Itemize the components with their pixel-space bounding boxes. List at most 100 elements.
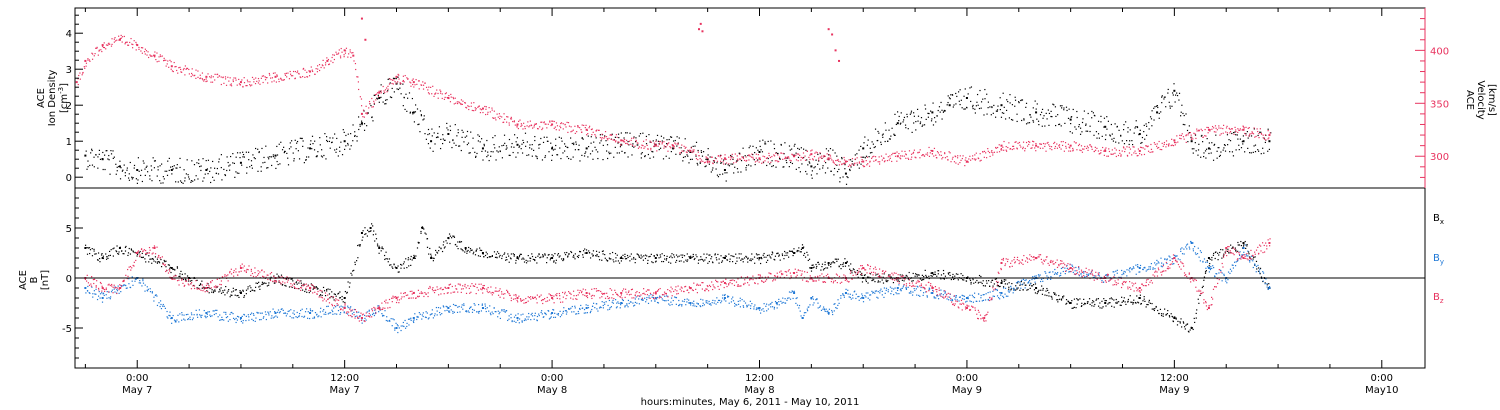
- density-sample: [1083, 110, 1085, 112]
- bx-sample: [376, 245, 379, 247]
- velocity-sample: [839, 161, 841, 163]
- bx-sample: [651, 261, 653, 263]
- by-sample: [270, 317, 272, 319]
- velocity-sample: [730, 155, 732, 158]
- velocity-sample: [488, 107, 490, 109]
- velocity-sample: [700, 159, 703, 161]
- velocity-point: [654, 144, 657, 147]
- velocity-sample: [412, 83, 414, 86]
- by-sample: [368, 310, 370, 312]
- density-sample: [1158, 117, 1160, 119]
- density-sample: [769, 163, 771, 165]
- bx-sample: [393, 263, 395, 265]
- velocity-sample: [1237, 128, 1239, 130]
- velocity-sample: [301, 75, 304, 78]
- bx-sample: [186, 275, 189, 277]
- bx-sample: [391, 266, 393, 268]
- bx-sample: [1099, 307, 1101, 309]
- bx-sample: [436, 251, 438, 253]
- density-sample: [159, 165, 161, 167]
- bx-sample: [828, 264, 830, 266]
- density-sample: [924, 108, 927, 110]
- velocity-sample: [671, 144, 674, 146]
- density-sample: [645, 135, 648, 138]
- velocity-sample: [308, 70, 310, 72]
- density-sample: [747, 164, 750, 166]
- velocity-sample: [380, 92, 382, 94]
- by-sample: [381, 313, 383, 315]
- bx-sample: [1058, 298, 1061, 300]
- velocity-sample: [145, 50, 148, 52]
- velocity-sample: [165, 59, 167, 61]
- density-sample: [493, 143, 495, 146]
- bx-sample: [553, 261, 555, 263]
- by-sample: [418, 312, 420, 314]
- density-sample: [242, 151, 244, 153]
- bx-sample: [496, 256, 498, 258]
- density-sample: [462, 131, 464, 133]
- bx-sample: [242, 289, 244, 291]
- density-sample: [1257, 149, 1259, 151]
- velocity-sample: [393, 79, 395, 81]
- by-sample: [480, 310, 483, 312]
- velocity-sample: [151, 55, 153, 57]
- velocity-sample: [210, 77, 212, 79]
- density-sample: [608, 153, 611, 155]
- by-sample: [635, 296, 637, 298]
- bx-sample: [424, 232, 426, 234]
- density-sample: [627, 141, 629, 143]
- by-sample: [187, 313, 189, 316]
- velocity-sample: [1255, 135, 1257, 138]
- by-sample: [298, 316, 300, 318]
- velocity-sample: [114, 37, 116, 39]
- density-sample: [799, 171, 801, 173]
- velocity-sample: [904, 150, 906, 153]
- bx-sample: [256, 282, 259, 285]
- density-point: [118, 165, 121, 168]
- velocity-sample: [1065, 147, 1067, 149]
- density-sample: [824, 162, 827, 164]
- velocity-sample: [879, 161, 881, 163]
- density-sample: [649, 141, 651, 143]
- density-sample: [409, 111, 412, 113]
- density-sample: [383, 92, 385, 95]
- bx-sample: [293, 287, 296, 289]
- bx-sample: [539, 257, 541, 259]
- by-sample: [200, 316, 202, 319]
- bx-sample: [1218, 254, 1220, 256]
- bx-sample: [392, 267, 394, 269]
- density-sample: [759, 140, 761, 142]
- velocity-sample: [409, 81, 411, 83]
- by-sample: [605, 301, 607, 303]
- bx-sample: [972, 279, 974, 281]
- velocity-sample: [1061, 144, 1064, 147]
- velocity-sample: [433, 95, 435, 97]
- bx-sample: [1203, 276, 1206, 278]
- velocity-sample: [1231, 128, 1233, 130]
- velocity-sample: [732, 157, 734, 159]
- velocity-sample: [788, 157, 790, 159]
- bx-sample: [865, 280, 867, 283]
- bx-sample: [327, 288, 329, 290]
- density-sample: [1259, 131, 1261, 133]
- density-sample: [764, 141, 766, 143]
- velocity-sample: [913, 149, 915, 151]
- density-sample: [505, 148, 507, 150]
- bx-point: [516, 257, 519, 259]
- bx-sample: [441, 250, 444, 253]
- density-sample: [744, 155, 746, 157]
- density-sample: [1267, 150, 1269, 152]
- velocity-sample: [592, 131, 594, 133]
- by-sample: [117, 285, 119, 287]
- by-sample: [381, 315, 384, 317]
- velocity-sample: [230, 83, 232, 85]
- bx-sample: [942, 277, 944, 280]
- bx-sample: [762, 254, 764, 256]
- by-sample: [467, 310, 469, 312]
- velocity-sample: [802, 157, 804, 160]
- density-sample: [1085, 124, 1087, 126]
- density-sample: [269, 156, 271, 158]
- bx-sample: [140, 256, 143, 258]
- velocity-sample: [161, 55, 163, 57]
